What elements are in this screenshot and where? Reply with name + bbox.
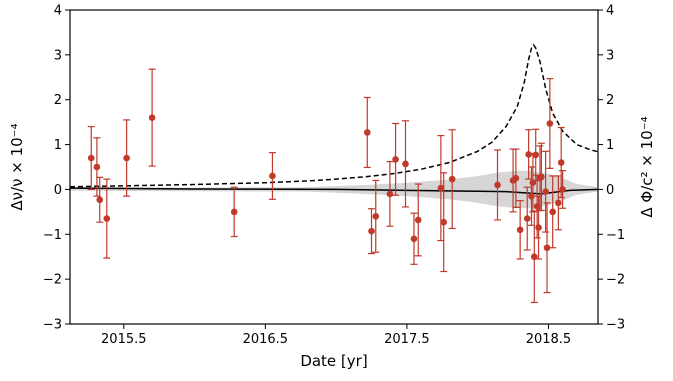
point-marker	[386, 190, 394, 198]
y-tick-label-right: 4	[606, 4, 614, 19]
data-point	[148, 68, 156, 167]
data-point	[530, 210, 538, 304]
point-marker	[557, 159, 565, 166]
x-tick-label: 2018.5	[526, 332, 572, 347]
data-point	[392, 122, 400, 196]
data-point	[386, 161, 394, 227]
data-point	[493, 149, 501, 221]
data-point	[401, 120, 409, 208]
data-point	[103, 178, 111, 259]
point-marker	[93, 163, 101, 171]
point-marker	[516, 226, 524, 234]
point-marker	[559, 186, 566, 193]
point-marker	[525, 151, 532, 158]
data-point	[546, 78, 554, 169]
data-point	[440, 172, 448, 273]
point-marker	[523, 215, 531, 222]
point-marker	[546, 120, 554, 127]
data-point	[368, 208, 376, 255]
point-marker	[392, 156, 399, 163]
point-marker	[372, 213, 380, 220]
data-point	[363, 96, 371, 169]
data-point	[512, 148, 520, 208]
point-marker	[269, 172, 276, 180]
point-marker	[148, 114, 156, 121]
data-point	[516, 200, 524, 260]
point-marker	[368, 227, 375, 235]
point-marker	[437, 184, 445, 192]
point-marker	[543, 244, 551, 252]
y-axis-right-label: Δ Φ/c² × 10⁻⁴	[638, 116, 656, 217]
y-tick-label-right: 3	[606, 48, 614, 63]
point-marker	[123, 154, 130, 162]
x-tick-label: 2016.5	[243, 332, 289, 347]
point-marker	[230, 208, 238, 216]
y-tick-label-left: −3	[43, 318, 62, 333]
data-point	[557, 126, 565, 199]
y-tick-label-left: 0	[54, 183, 62, 198]
y-axis-left-label: Δν/ν × 10⁻⁴	[8, 123, 26, 210]
data-point	[542, 150, 550, 233]
point-marker	[549, 208, 557, 216]
point-marker	[535, 224, 542, 231]
y-tick-label-left: −1	[43, 228, 62, 243]
data-point	[268, 152, 276, 200]
y-tick-label-right: −1	[606, 228, 625, 243]
data-point	[96, 176, 104, 223]
y-tick-label-left: 2	[54, 93, 62, 108]
data-point	[537, 142, 545, 212]
point-marker	[440, 218, 448, 226]
y-tick-label-right: 2	[606, 93, 614, 108]
point-marker	[410, 235, 418, 243]
x-axis-label: Date [yr]	[300, 352, 367, 370]
point-marker	[402, 160, 409, 168]
point-marker	[528, 192, 535, 200]
x-tick-label: 2017.5	[384, 332, 430, 347]
point-marker	[96, 196, 104, 204]
point-marker	[532, 151, 540, 159]
y-tick-label-left: 4	[54, 4, 62, 19]
y-tick-label-right: 1	[606, 138, 614, 153]
y-tick-label-left: 3	[54, 48, 62, 63]
data-point	[230, 186, 238, 238]
point-marker	[414, 216, 422, 224]
potential-dashed-curve	[69, 43, 599, 188]
data-point	[93, 137, 101, 197]
data-point	[448, 129, 456, 230]
x-tick-label: 2015.5	[101, 332, 147, 347]
data-point	[410, 212, 418, 265]
data-points-group	[87, 68, 567, 304]
point-marker	[538, 173, 545, 181]
data-point	[543, 202, 551, 294]
point-marker	[448, 175, 456, 183]
y-tick-label-right: 0	[606, 183, 614, 198]
point-marker	[555, 199, 562, 207]
point-marker	[87, 154, 95, 162]
point-marker	[494, 181, 501, 189]
y-tick-label-right: −2	[606, 273, 625, 288]
y-tick-label-left: −2	[43, 273, 62, 288]
data-point	[372, 179, 380, 253]
plot-frame	[69, 9, 599, 325]
data-point	[559, 169, 567, 209]
y-tick-label-right: −3	[606, 318, 625, 333]
data-point	[414, 183, 422, 257]
data-point	[523, 186, 531, 251]
ticks-group: −3 −3 −2 −2 −1 −1 0 0 1 1 2 2 3 3 4 4 2015.5 2016.5 2017.5…	[43, 4, 625, 348]
point-marker	[103, 215, 111, 222]
data-point	[123, 119, 131, 197]
point-marker	[542, 188, 549, 195]
data-point	[87, 126, 95, 191]
point-marker	[512, 174, 520, 182]
y-tick-label-left: 1	[54, 138, 62, 153]
point-marker	[363, 129, 371, 136]
data-point	[525, 129, 533, 180]
